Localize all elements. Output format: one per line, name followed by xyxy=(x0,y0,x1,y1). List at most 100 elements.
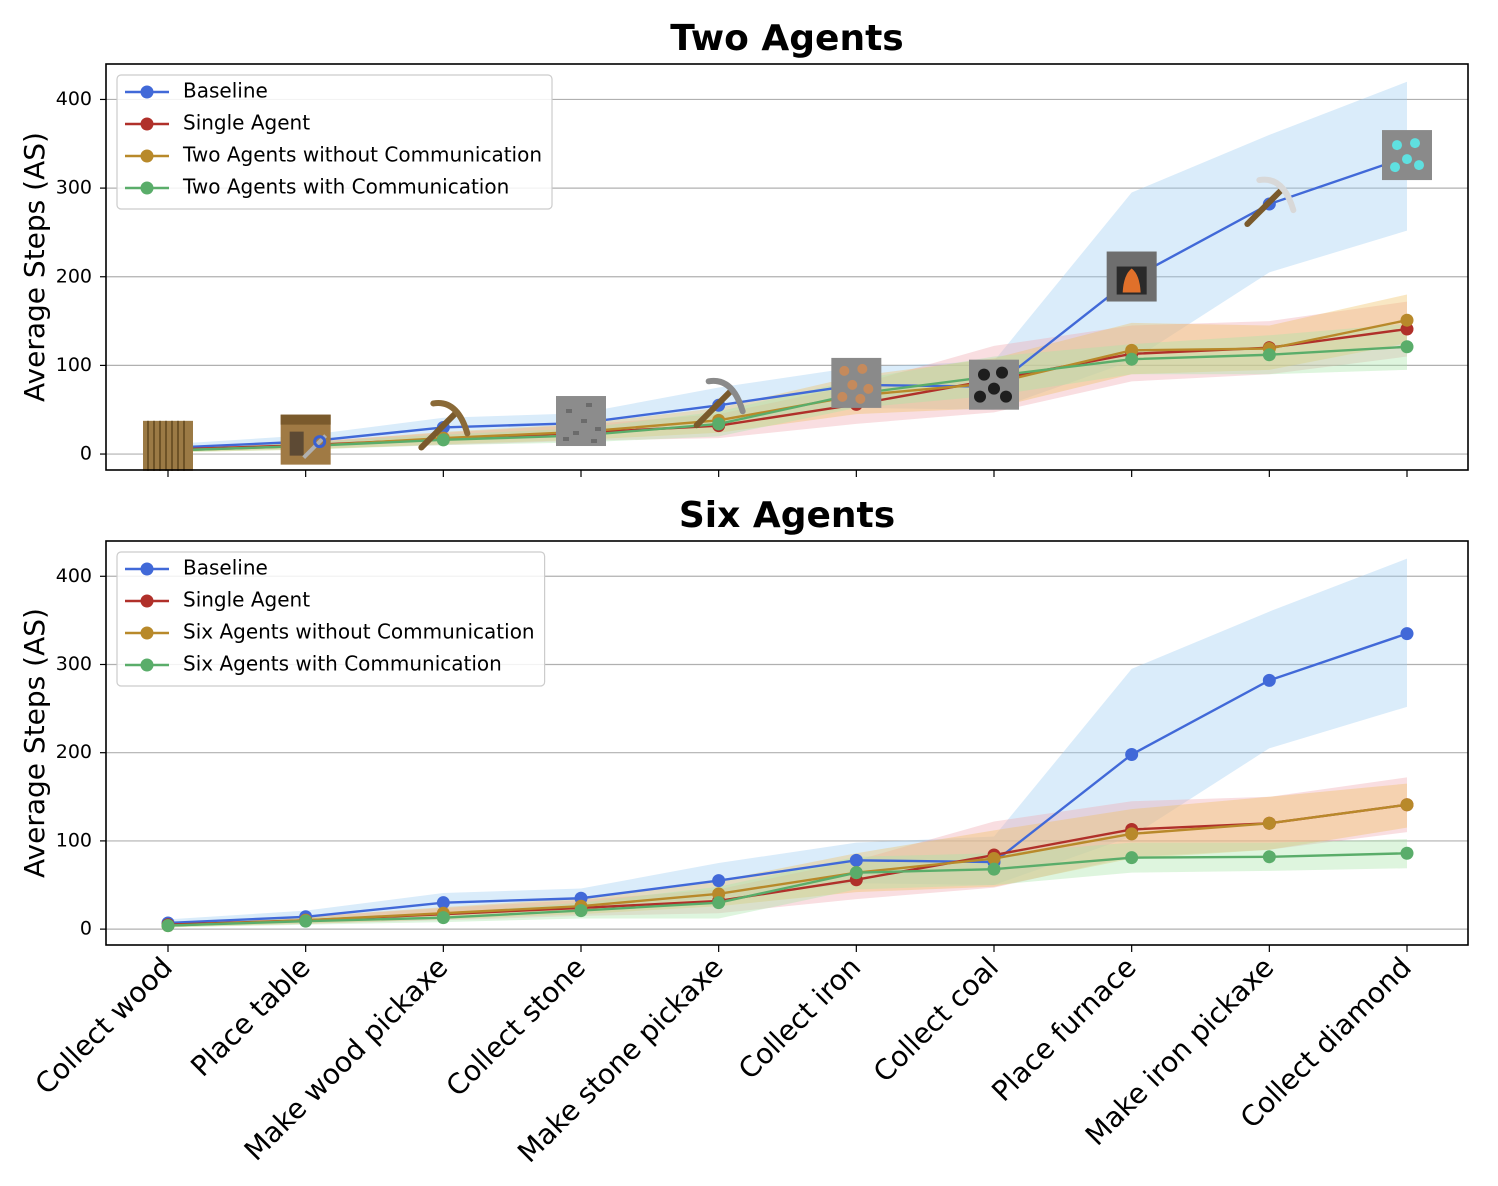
y-axis-ticks: 0 100 200 300 400 xyxy=(56,565,106,940)
data-point xyxy=(436,896,450,910)
legend-marker xyxy=(140,117,154,131)
series-line xyxy=(167,852,1408,927)
confidence-band xyxy=(168,777,1407,927)
legend-marker xyxy=(140,594,154,608)
plot-frame xyxy=(105,63,1469,471)
wood-log-icon xyxy=(143,420,193,471)
data-point xyxy=(161,919,175,933)
x-tick-label: Place table xyxy=(184,951,316,1083)
y-axis-label: Average Steps (AS) xyxy=(18,608,51,878)
series-line xyxy=(167,345,1408,452)
legend-label: Six Agents with Communication xyxy=(183,652,502,676)
data-point xyxy=(436,911,450,925)
data-point xyxy=(1262,850,1276,864)
data-point xyxy=(1125,352,1139,366)
data-point xyxy=(1400,627,1414,641)
legend-marker xyxy=(140,626,154,640)
confidence-band xyxy=(168,301,1407,452)
x-tick-label: Collect wood xyxy=(29,951,179,1101)
y-tick-label: 0 xyxy=(80,918,92,940)
x-tick-label: Collect stone xyxy=(440,951,592,1103)
data-point xyxy=(1125,747,1139,761)
x-tick-label: Collect coal xyxy=(867,951,1005,1089)
data-point xyxy=(1262,673,1276,687)
legend: Baseline Single Agent Six Agents without C… xyxy=(116,551,546,687)
data-point xyxy=(1125,827,1139,841)
y-tick-label: 300 xyxy=(56,177,92,199)
chart-panel-two-agents: Two Agents Average Steps (AS) 0 100 200 300… xyxy=(18,18,1469,477)
legend-marker xyxy=(140,181,154,195)
chart-title: Six Agents xyxy=(679,495,895,536)
data-point xyxy=(574,904,588,918)
legend-label: Two Agents with Communication xyxy=(182,175,509,199)
data-point xyxy=(299,914,313,928)
confidence-band xyxy=(168,294,1407,453)
data-point xyxy=(1262,348,1276,362)
y-tick-label: 100 xyxy=(56,829,92,851)
series-lines xyxy=(167,155,1408,452)
legend-marker xyxy=(140,562,154,576)
diamond-ore-icon xyxy=(1382,130,1432,181)
wood-pickaxe-icon xyxy=(418,400,471,451)
series-line xyxy=(167,155,1408,450)
confidence-band xyxy=(168,323,1407,453)
legend-box xyxy=(116,551,546,687)
legend-label: Single Agent xyxy=(183,588,310,612)
coal-ore-icon xyxy=(969,359,1019,410)
data-point xyxy=(712,896,726,910)
x-tick-label: Place furnace xyxy=(985,951,1142,1108)
data-point xyxy=(1400,798,1414,812)
data-point xyxy=(849,866,863,880)
legend-box xyxy=(116,74,553,210)
series-lines xyxy=(167,632,1408,927)
y-tick-label: 0 xyxy=(80,443,92,465)
legend-label: Single Agent xyxy=(183,111,310,135)
legend-marker xyxy=(140,658,154,672)
stone-block-icon xyxy=(556,396,606,447)
y-tick-label: 200 xyxy=(56,741,92,763)
legend: Baseline Single Agent Two Agents without C… xyxy=(116,74,553,210)
confidence-band xyxy=(168,558,1407,927)
milestone-icons xyxy=(143,130,1432,471)
data-point xyxy=(1400,340,1414,354)
series-points xyxy=(161,627,1414,933)
data-point xyxy=(712,417,726,431)
series-line xyxy=(167,803,1408,927)
legend-marker xyxy=(140,149,154,163)
legend-label: Two Agents without Communication xyxy=(182,143,542,167)
stone-pickaxe-icon xyxy=(693,377,746,429)
data-point xyxy=(987,862,1001,876)
chart-title: Two Agents xyxy=(670,18,903,59)
plot-frame xyxy=(105,540,1469,946)
series-line xyxy=(167,632,1408,925)
data-point xyxy=(1400,846,1414,860)
y-tick-label: 200 xyxy=(56,265,92,287)
x-tick-label: Collect iron xyxy=(732,951,867,1086)
y-axis-label: Average Steps (AS) xyxy=(18,132,51,402)
legend-marker xyxy=(140,85,154,99)
y-tick-label: 300 xyxy=(56,653,92,675)
y-tick-label: 400 xyxy=(56,565,92,587)
x-axis-ticks xyxy=(167,470,1408,477)
legend-label: Baseline xyxy=(183,79,268,103)
data-point xyxy=(849,853,863,867)
data-point xyxy=(436,433,450,447)
data-point xyxy=(712,874,726,888)
y-axis-ticks: 0 100 200 300 400 xyxy=(56,88,106,465)
y-tick-label: 400 xyxy=(56,88,92,110)
legend-label: Baseline xyxy=(183,556,268,580)
furnace-icon xyxy=(1106,251,1157,302)
crafting-table-icon xyxy=(280,414,331,465)
iron-pickaxe-icon xyxy=(1244,176,1297,228)
data-point xyxy=(1262,816,1276,830)
confidence-band xyxy=(168,783,1407,928)
data-point xyxy=(1125,851,1139,865)
y-tick-label: 100 xyxy=(56,354,92,376)
iron-ore-icon xyxy=(831,357,882,408)
data-point xyxy=(1400,313,1414,327)
chart-panel-six-agents: Six Agents Average Steps (AS) 0 100 200 300… xyxy=(18,495,1469,1169)
data-point xyxy=(987,852,1001,866)
legend-label: Six Agents without Communication xyxy=(183,620,535,644)
